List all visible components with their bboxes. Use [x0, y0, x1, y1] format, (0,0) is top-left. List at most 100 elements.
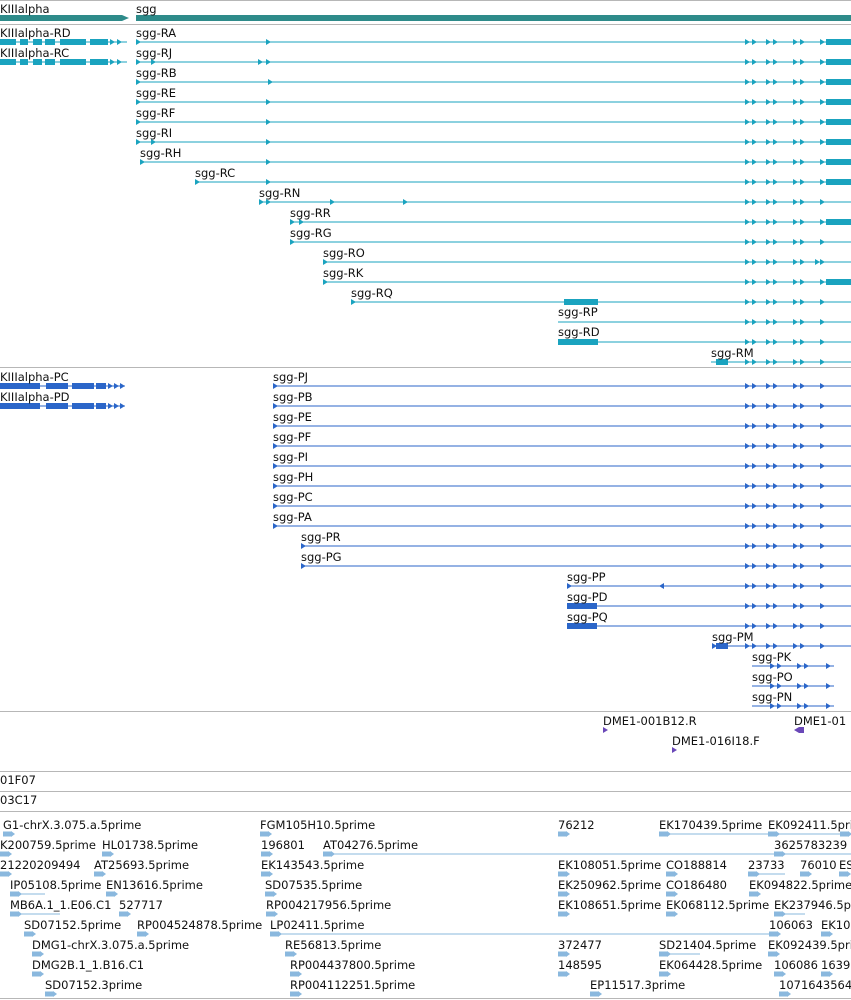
- est-label[interactable]: EK108651.5prime: [558, 898, 662, 912]
- est-label[interactable]: 76010: [800, 858, 837, 872]
- gene-label-kiiialpha[interactable]: KIIIalpha: [0, 2, 50, 16]
- est-label[interactable]: LP02411.5prime: [270, 918, 365, 932]
- protein-label[interactable]: sgg-PB: [273, 390, 313, 404]
- est-label[interactable]: EK094822.5prime: [749, 878, 851, 892]
- protein-label[interactable]: sgg-PO: [752, 670, 793, 684]
- exon: [820, 563, 825, 569]
- est-label[interactable]: EP11517.3prime: [590, 978, 686, 992]
- transcript-label[interactable]: sgg-RJ: [136, 46, 173, 60]
- transcript-label[interactable]: sgg-RR: [290, 206, 331, 220]
- protein-label[interactable]: sgg-PH: [273, 470, 314, 484]
- est-label[interactable]: EK108051.5prime: [558, 858, 662, 872]
- est-label[interactable]: G1-chrX.3.075.a.5prime: [3, 818, 142, 832]
- protein-label[interactable]: sgg-PJ: [273, 370, 309, 384]
- transcript-label[interactable]: sgg-RP: [558, 305, 598, 319]
- est-label[interactable]: AT25693.5prime: [94, 858, 190, 872]
- transcript-label[interactable]: sgg-RK: [323, 266, 364, 280]
- transcript-label[interactable]: sgg-RA: [136, 26, 177, 40]
- protein-label[interactable]: KIIIalpha-PC: [0, 370, 69, 384]
- protein-label[interactable]: sgg-PF: [273, 430, 312, 444]
- protein-label[interactable]: sgg-PD: [567, 590, 608, 604]
- est-label[interactable]: DMG1-chrX.3.075.a.5prime: [32, 938, 190, 952]
- est-label[interactable]: EK092411.5prime: [768, 818, 851, 832]
- est-glyph: [782, 911, 786, 917]
- exon: [273, 443, 278, 449]
- protein-label[interactable]: sgg-PP: [567, 570, 606, 584]
- est-label[interactable]: DMG2B.1_1.B16.C1: [32, 958, 145, 972]
- protein-label[interactable]: KIIIalpha-PD: [0, 390, 70, 404]
- oligo-label[interactable]: DME1-001B12.R: [603, 714, 697, 728]
- protein-label[interactable]: sgg-PG: [301, 550, 342, 564]
- est-label[interactable]: SD07152.5prime: [24, 918, 122, 932]
- protein-label[interactable]: sgg-PC: [273, 490, 313, 504]
- transcript-label[interactable]: KIIIalpha-RD: [0, 26, 71, 40]
- est-label[interactable]: SD21404.5prime: [659, 938, 757, 952]
- est-label[interactable]: 3625783239: [774, 838, 848, 852]
- est-label[interactable]: SD07152.3prime: [45, 978, 143, 992]
- gene-label-sgg[interactable]: sgg: [136, 2, 157, 16]
- est-label[interactable]: CO186480: [666, 878, 727, 892]
- protein-label[interactable]: sgg-PA: [273, 510, 312, 524]
- transcript-label[interactable]: sgg-RM: [711, 346, 754, 360]
- protein-label[interactable]: sgg-PE: [273, 410, 312, 424]
- est-label[interactable]: 23733: [748, 858, 785, 872]
- est-label[interactable]: 148595: [558, 958, 602, 972]
- est-label[interactable]: 372477: [558, 938, 602, 952]
- est-label[interactable]: ES: [839, 858, 851, 872]
- est-label[interactable]: 527717: [119, 898, 163, 912]
- est-label[interactable]: 1639: [821, 958, 851, 972]
- transcript-label[interactable]: sgg-RO: [323, 246, 365, 260]
- est-label[interactable]: CO188814: [666, 858, 727, 872]
- est-label[interactable]: AT04276.5prime: [323, 838, 419, 852]
- transcript-label[interactable]: sgg-RE: [136, 86, 176, 100]
- transcript-label[interactable]: KIIIalpha-RC: [0, 46, 70, 60]
- est-label[interactable]: 106086: [774, 958, 818, 972]
- transcript-label[interactable]: sgg-RB: [136, 66, 177, 80]
- est-label[interactable]: EK092439.5prime: [768, 938, 851, 952]
- est-label[interactable]: EK064428.5prime: [659, 958, 763, 972]
- protein-label[interactable]: sgg-PM: [712, 630, 754, 644]
- est-label[interactable]: HL01738.5prime: [102, 838, 199, 852]
- est-label[interactable]: EK143543.5prime: [261, 858, 365, 872]
- est-label[interactable]: 10716435647: [779, 978, 851, 992]
- protein-label[interactable]: sgg-PI: [273, 450, 309, 464]
- clone-label[interactable]: 01F07: [0, 773, 36, 787]
- est-label[interactable]: RP004112251.5prime: [290, 978, 416, 992]
- transcript-label[interactable]: sgg-RN: [259, 186, 301, 200]
- transcript-label[interactable]: sgg-RG: [290, 226, 332, 240]
- est-label[interactable]: K200759.5prime: [0, 838, 96, 852]
- est-label[interactable]: 21220209494: [0, 858, 81, 872]
- est-label[interactable]: RP004437800.5prime: [290, 958, 416, 972]
- est-label[interactable]: IP05108.5prime: [10, 878, 102, 892]
- est-label[interactable]: 76212: [558, 818, 595, 832]
- est-label[interactable]: FGM105H10.5prime: [260, 818, 376, 832]
- transcript-label[interactable]: sgg-RD: [558, 325, 600, 339]
- transcript-label[interactable]: sgg-RC: [195, 166, 236, 180]
- clone-label[interactable]: 03C17: [0, 793, 38, 807]
- transcript-label[interactable]: sgg-RH: [140, 146, 182, 160]
- est-label[interactable]: EK170439.5prime: [659, 818, 763, 832]
- protein-label[interactable]: sgg-PN: [752, 690, 793, 704]
- oligo-label[interactable]: DME1-01: [794, 714, 847, 728]
- exon: [752, 339, 757, 345]
- est-label[interactable]: RP004217956.5prime: [266, 898, 392, 912]
- protein-label[interactable]: sgg-PR: [301, 530, 341, 544]
- est-label[interactable]: EK250962.5prime: [558, 878, 662, 892]
- est-label[interactable]: EN13616.5prime: [106, 878, 203, 892]
- est-label[interactable]: EK10: [821, 918, 851, 932]
- protein-label[interactable]: sgg-PQ: [567, 610, 608, 624]
- exon: [60, 59, 86, 65]
- est-label[interactable]: RP004524878.5prime: [137, 918, 263, 932]
- transcript-label[interactable]: sgg-RF: [136, 106, 176, 120]
- transcript-label[interactable]: sgg-RI: [136, 126, 173, 140]
- est-label[interactable]: MB6A.1_1.E06.C1: [10, 898, 112, 912]
- transcript-label[interactable]: sgg-RQ: [351, 286, 393, 300]
- protein-label[interactable]: sgg-PK: [752, 650, 792, 664]
- oligo-label[interactable]: DME1-016I18.F: [672, 734, 760, 748]
- est-label[interactable]: EK237946.5prime: [774, 898, 851, 912]
- est-label[interactable]: 196801: [261, 838, 305, 852]
- est-label[interactable]: 106063: [769, 918, 813, 932]
- est-label[interactable]: RE56813.5prime: [285, 938, 382, 952]
- est-label[interactable]: EK068112.5prime: [666, 898, 770, 912]
- est-label[interactable]: SD07535.5prime: [265, 878, 363, 892]
